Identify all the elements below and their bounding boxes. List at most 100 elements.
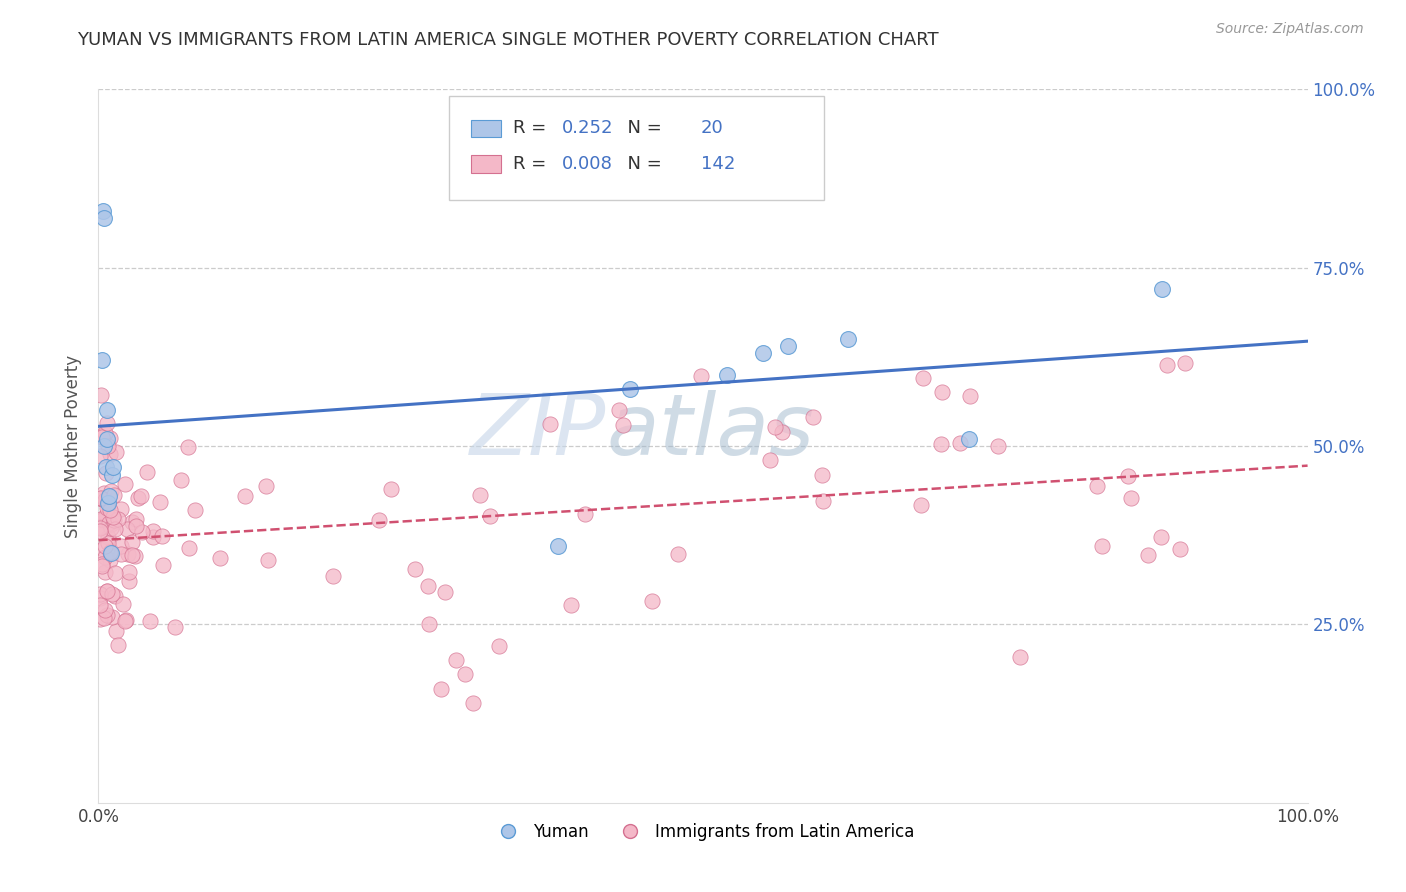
Point [118, 565, 141, 579]
Point [254, 479, 277, 493]
Point [100, 467, 122, 482]
Text: 0.252: 0.252 [561, 120, 613, 137]
Point [1152, 282, 1174, 296]
Point [125, 512, 148, 526]
Point [89, 449, 111, 463]
Text: R =: R = [513, 155, 553, 173]
Point [110, 547, 132, 561]
Point [94, 460, 117, 475]
Point [949, 436, 972, 450]
Point [1168, 541, 1191, 556]
Point [560, 598, 582, 612]
Point [446, 653, 468, 667]
Point [1118, 469, 1140, 483]
Point [433, 585, 456, 599]
Point [1085, 478, 1108, 492]
Point [104, 624, 127, 638]
Point [112, 597, 135, 611]
Point [96, 403, 118, 417]
Point [666, 547, 689, 561]
Point [404, 562, 426, 576]
Point [640, 593, 662, 607]
FancyBboxPatch shape [471, 155, 501, 173]
Point [759, 453, 782, 467]
Point [380, 482, 402, 496]
Point [93, 611, 115, 625]
Y-axis label: Single Mother Poverty: Single Mother Poverty [65, 354, 83, 538]
Point [418, 617, 440, 632]
Point [716, 368, 738, 382]
Point [454, 667, 477, 681]
Point [612, 417, 634, 432]
Point [97, 439, 120, 453]
Point [1156, 358, 1178, 372]
Point [163, 619, 186, 633]
Point [96, 501, 118, 516]
Point [104, 522, 127, 536]
Point [90, 388, 112, 402]
Point [89, 521, 111, 535]
Point [124, 549, 146, 563]
Point [837, 332, 859, 346]
Point [98, 489, 121, 503]
Point [547, 539, 569, 553]
Point [100, 521, 122, 535]
Point [121, 515, 143, 529]
Point [810, 467, 832, 482]
Point [89, 591, 111, 606]
Point [488, 639, 510, 653]
Point [93, 439, 115, 453]
Point [94, 565, 117, 579]
Point [776, 339, 799, 353]
Point [96, 416, 118, 430]
Point [91, 353, 114, 368]
Point [142, 530, 165, 544]
Point [100, 516, 122, 531]
Point [91, 203, 114, 218]
Point [114, 614, 136, 628]
Point [90, 557, 112, 571]
Point [96, 608, 118, 623]
Point [607, 403, 630, 417]
Point [107, 512, 129, 526]
Point [91, 513, 114, 527]
Text: N =: N = [616, 155, 668, 173]
Text: 142: 142 [700, 155, 735, 173]
Point [101, 460, 124, 475]
Point [100, 431, 122, 445]
Point [107, 638, 129, 652]
Point [114, 477, 136, 491]
Point [121, 534, 143, 549]
Point [90, 491, 112, 506]
Point [322, 568, 344, 582]
Point [100, 544, 122, 558]
Point [136, 465, 159, 479]
Point [931, 385, 953, 400]
Point [94, 493, 117, 508]
Point [468, 488, 491, 502]
Point [104, 566, 127, 580]
Point [94, 539, 117, 553]
Point [127, 491, 149, 505]
Point [98, 545, 121, 559]
Point [690, 369, 713, 384]
Text: YUMAN VS IMMIGRANTS FROM LATIN AMERICA SINGLE MOTHER POVERTY CORRELATION CHART: YUMAN VS IMMIGRANTS FROM LATIN AMERICA S… [77, 31, 939, 49]
Point [103, 513, 125, 527]
Point [461, 696, 484, 710]
Point [89, 587, 111, 601]
Point [89, 519, 111, 533]
Point [1174, 356, 1197, 370]
Text: ZIP: ZIP [470, 390, 606, 474]
Point [763, 419, 786, 434]
Point [619, 382, 641, 396]
Point [110, 502, 132, 516]
Point [100, 483, 122, 498]
Point [93, 211, 115, 225]
Point [91, 430, 114, 444]
Point [987, 439, 1010, 453]
Point [100, 546, 122, 560]
Point [142, 524, 165, 539]
Point [538, 417, 561, 431]
Point [772, 425, 794, 439]
Point [138, 614, 160, 628]
